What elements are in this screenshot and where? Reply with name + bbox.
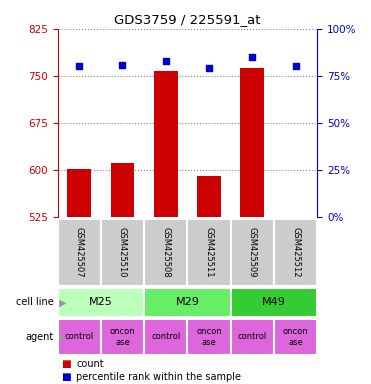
Text: oncon
ase: oncon ase <box>196 327 222 347</box>
Point <box>163 58 169 64</box>
Text: control: control <box>65 333 94 341</box>
Title: GDS3759 / 225591_at: GDS3759 / 225591_at <box>114 13 260 26</box>
Text: GSM425511: GSM425511 <box>204 227 213 278</box>
Bar <box>197 176 221 217</box>
Text: count: count <box>76 359 104 369</box>
Point <box>249 54 255 60</box>
Text: M25: M25 <box>89 297 113 308</box>
Text: GSM425512: GSM425512 <box>291 227 300 278</box>
Text: ■: ■ <box>61 372 71 382</box>
Bar <box>67 169 91 217</box>
Text: control: control <box>151 333 180 341</box>
Bar <box>284 217 308 218</box>
Bar <box>154 71 178 217</box>
Text: agent: agent <box>26 332 54 342</box>
Point <box>76 63 82 70</box>
Text: ■: ■ <box>61 359 71 369</box>
Text: GSM425507: GSM425507 <box>75 227 83 278</box>
Text: control: control <box>238 333 267 341</box>
Bar <box>240 68 264 217</box>
Point <box>119 61 125 68</box>
Text: percentile rank within the sample: percentile rank within the sample <box>76 372 241 382</box>
Text: M49: M49 <box>262 297 286 308</box>
Text: oncon
ase: oncon ase <box>283 327 308 347</box>
Text: cell line: cell line <box>16 297 54 308</box>
Text: GSM425509: GSM425509 <box>248 227 257 278</box>
Text: GSM425510: GSM425510 <box>118 227 127 278</box>
Text: ▶: ▶ <box>56 332 66 342</box>
Point <box>206 65 212 71</box>
Bar <box>111 163 134 217</box>
Text: oncon
ase: oncon ase <box>109 327 135 347</box>
Point <box>293 63 299 70</box>
Text: GSM425508: GSM425508 <box>161 227 170 278</box>
Text: M29: M29 <box>175 297 199 308</box>
Text: ▶: ▶ <box>56 297 66 308</box>
